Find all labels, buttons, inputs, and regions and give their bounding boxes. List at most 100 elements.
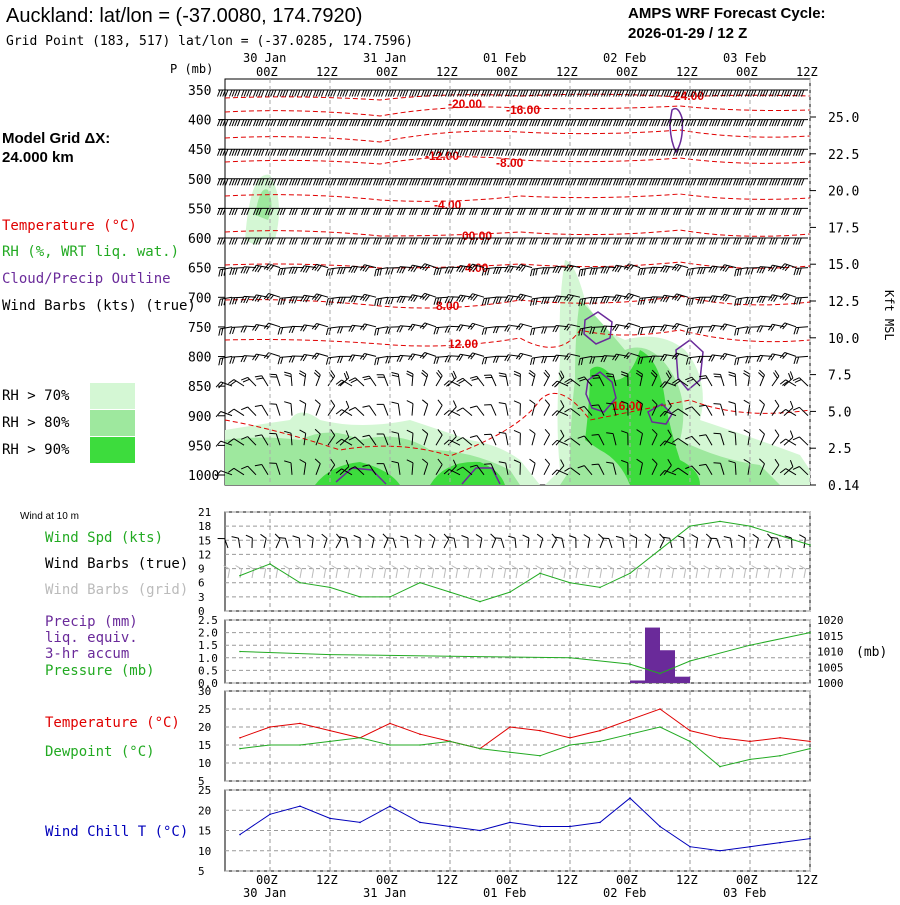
wind-speed-point — [269, 563, 271, 565]
dewpoint-point — [539, 755, 541, 757]
wind-barb — [373, 148, 388, 156]
wind-barb — [327, 399, 336, 416]
wind-barb — [555, 459, 565, 476]
bottom-date-label: 01 Feb — [483, 886, 526, 900]
wind-barb — [504, 295, 521, 303]
wind-barb — [498, 431, 509, 446]
wind-barb — [625, 119, 640, 127]
wind-speed-point — [539, 572, 541, 575]
wind-barb — [589, 89, 604, 97]
dewpoint-point — [269, 744, 271, 746]
surface-wind-barb — [382, 533, 389, 549]
dewpoint-point — [449, 740, 451, 743]
wind-barb — [391, 372, 401, 387]
y-tick-label: 3 — [198, 591, 205, 604]
wind-barb — [771, 370, 780, 387]
wind-barb — [601, 89, 616, 97]
wind-barb — [529, 89, 544, 97]
wind-barb — [637, 207, 652, 216]
wind-barb — [298, 370, 307, 387]
wind-barb — [288, 266, 305, 275]
temperature-contour-label: 8.00 — [436, 299, 460, 313]
wind-barb — [505, 148, 520, 156]
y-tick-label: 9 — [198, 563, 205, 576]
wind-barb — [577, 237, 592, 245]
wind-barb — [252, 264, 269, 273]
wind-barb — [728, 401, 737, 416]
grid-wind-barb — [235, 565, 243, 579]
surface-wind-barb — [583, 534, 591, 549]
wind-barb — [623, 293, 641, 301]
precip-panel-y-ticks: 2.52.01.51.00.50.0 — [198, 614, 218, 690]
wind-barb — [277, 89, 292, 97]
top-hour-label: 12Z — [316, 65, 338, 79]
windchill-panel-grid — [225, 789, 811, 872]
wind-barb — [493, 237, 508, 245]
wind-barb — [606, 432, 617, 446]
surface-wind-barb — [245, 534, 253, 549]
y-tick-label: 30 — [198, 685, 211, 698]
wind-barb — [456, 407, 473, 416]
top-hour-label: 12Z — [556, 65, 578, 79]
pressure-point — [809, 631, 811, 634]
legend-wind: Wind Barbs (kts) (true) — [2, 298, 196, 314]
wind-barb — [241, 207, 256, 216]
wind-barb — [637, 119, 652, 127]
wind-barb — [265, 237, 280, 245]
wind-barb — [215, 440, 233, 447]
temperature-line — [239, 708, 811, 750]
wind-barb — [781, 148, 796, 156]
wind-barb — [699, 375, 713, 387]
windchill-point — [419, 821, 421, 824]
wind-barb — [217, 207, 232, 216]
wind-speed-point — [629, 572, 631, 575]
wind-barb — [217, 148, 232, 156]
windchill-point — [479, 829, 481, 832]
legend-rh80-swatch — [90, 410, 135, 436]
pressure-tick-label: 650 — [188, 262, 211, 277]
wind-barb — [649, 119, 664, 127]
wind-barb — [348, 377, 365, 387]
wind-barb — [397, 119, 412, 127]
wind-barb — [433, 355, 449, 365]
wind-barb — [651, 428, 658, 446]
wind-barb — [277, 296, 293, 306]
wind-barb — [779, 468, 797, 476]
wind-barb — [469, 148, 484, 156]
legend-rh90-label: RH > 90% — [2, 442, 70, 458]
wind-barb — [606, 373, 617, 387]
pressure-tick-label: 750 — [188, 321, 211, 336]
grid-wind-barb — [763, 565, 771, 579]
wind-barb — [337, 148, 352, 156]
wind-barb — [241, 89, 256, 97]
wind-barb — [601, 148, 616, 156]
wind-barb — [218, 326, 233, 336]
wind-barb — [421, 458, 429, 475]
wind-barb — [648, 325, 665, 334]
wind-barb — [578, 355, 593, 366]
pressure-y-ticks: 1020 1015 1010 1005 1000 — [817, 614, 844, 690]
grid-wind-barb — [283, 565, 291, 579]
wind-barb — [606, 461, 617, 475]
wind-barb — [637, 148, 652, 156]
pressure-point — [239, 650, 241, 653]
wind-barb — [636, 429, 643, 446]
grid-wind-barb — [559, 565, 567, 579]
height-tick-label: 0.14 — [828, 479, 859, 494]
grid-wind-barb — [223, 565, 231, 579]
pressure-point — [449, 655, 451, 658]
wind-barb — [433, 148, 448, 156]
wind-barb — [553, 207, 568, 216]
top-hour-label: 12Z — [796, 65, 818, 79]
legend-rh80-label: RH > 80% — [2, 415, 70, 431]
wind-barb — [513, 400, 521, 416]
pressure-unit-right: (mb) — [856, 645, 887, 660]
y-tick-label: 0.0 — [198, 677, 218, 690]
grid-wind-barb — [499, 565, 507, 579]
wind-barb — [625, 237, 640, 245]
wind-barb — [551, 380, 569, 388]
wind-barb — [325, 89, 340, 97]
height-tick-label: 7.5 — [828, 369, 851, 384]
dewpoint-line — [239, 726, 811, 768]
wind-barb — [277, 178, 292, 186]
